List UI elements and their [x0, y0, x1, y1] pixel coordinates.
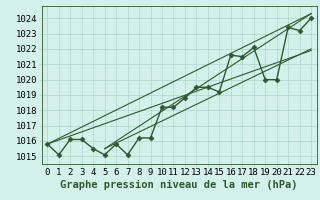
X-axis label: Graphe pression niveau de la mer (hPa): Graphe pression niveau de la mer (hPa)	[60, 180, 298, 190]
